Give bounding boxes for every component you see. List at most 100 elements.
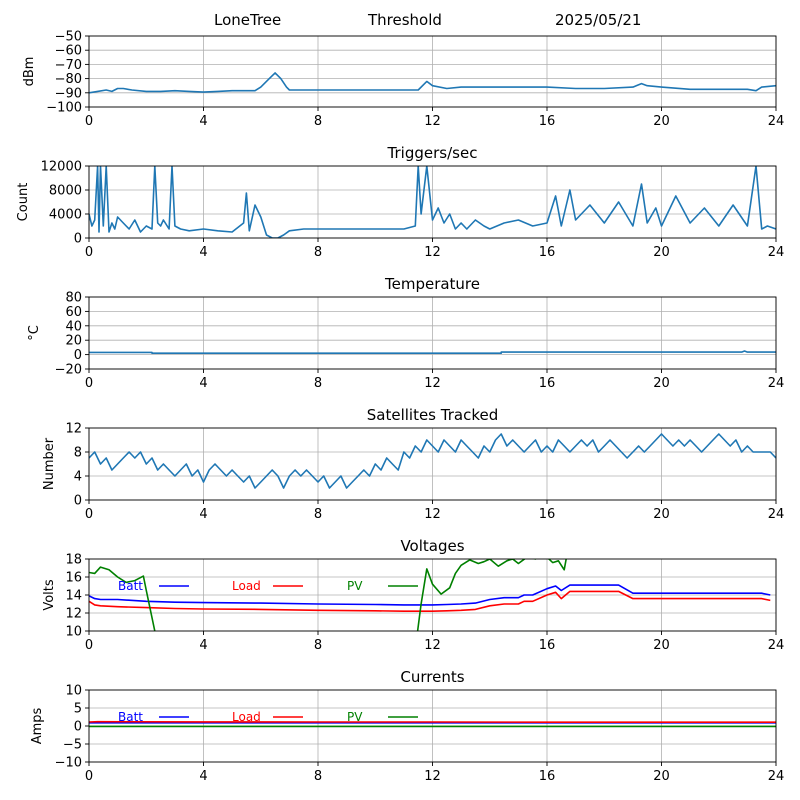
voltages-chart: Batt Load PV 0 4 8 12 16 20 24 10 12 14 16 18 Voltages V… [42,537,784,653]
voltages-title: Voltages [400,537,464,555]
y-tick-label: 20 [65,334,82,349]
legend-label-batt: Batt [118,710,143,724]
temperature-series-line [89,350,776,354]
x-tick-label: 4 [199,376,207,391]
x-tick-label: 20 [653,769,670,784]
y-tick-label: 80 [65,291,82,306]
x-tick-label: 20 [653,245,670,260]
y-tick-label: 16 [65,571,82,586]
temperature-ylabel: °C [27,325,42,341]
currents-title: Currents [400,668,464,686]
y-tick-label: 40 [65,319,82,334]
y-tick-label: −50 [55,30,82,45]
legend-label-batt: Batt [118,579,143,593]
y-tick-label: 4 [74,470,82,485]
y-tick-label: 10 [65,684,82,699]
legend-label-load: Load [232,579,261,593]
triggers-sec-series-line [89,166,776,238]
x-tick-label: 20 [653,638,670,653]
x-tick-label: 0 [85,245,93,260]
page-header: LoneTree Threshold 2025/05/21 [0,0,800,36]
y-tick-label: −90 [55,86,82,101]
y-tick-label: 18 [65,553,82,568]
x-tick-label: 24 [768,769,785,784]
y-tick-label: −5 [63,738,82,753]
y-tick-label: −80 [55,72,82,87]
y-tick-label: 8000 [49,184,82,199]
temperature-title: Temperature [384,275,480,293]
y-tick-label: 0 [74,494,82,509]
x-tick-label: 12 [424,769,441,784]
x-tick-label: 16 [539,638,556,653]
chart-1-ylabel: dBm [22,57,37,87]
y-tick-label: −10 [55,756,82,771]
threshold-label: Threshold [368,11,442,29]
y-tick-label: 14 [65,589,82,604]
x-tick-label: 8 [314,245,322,260]
x-tick-label: 4 [199,507,207,522]
x-tick-label: 4 [199,245,207,260]
load-series-line [89,720,776,723]
y-tick-label: −100 [46,101,82,116]
triggers-sec-chart: 0 4 8 12 16 20 24 0 4000 8000 12000 Triggers/sec Cou… [16,144,784,260]
triggers-sec-title: Triggers/sec [387,144,478,162]
y-tick-label: 8 [74,446,82,461]
date-label: 2025/05/21 [555,11,642,29]
y-tick-label: 0 [74,720,82,735]
x-tick-label: 8 [314,507,322,522]
voltages-ylabel: Volts [42,579,57,611]
satellites-tracked-ylabel: Number [42,437,57,490]
triggers-sec-ylabel: Count [16,183,31,222]
y-tick-label: 0 [74,232,82,247]
x-tick-label: 24 [768,245,785,260]
x-tick-label: 24 [768,507,785,522]
y-tick-label: 10 [65,625,82,640]
y-tick-label: 12000 [41,160,82,175]
x-tick-label: 0 [85,769,93,784]
pv-series-line [89,559,567,631]
satellites-tracked-series-line [89,433,776,489]
legend-label-pv: PV [347,710,363,724]
y-tick-label: −70 [55,58,82,73]
x-tick-label: 16 [539,507,556,522]
y-tick-label: 4000 [49,208,82,223]
x-tick-label: 0 [85,507,93,522]
y-tick-label: 60 [65,305,82,320]
station-name: LoneTree [214,11,282,29]
chart-1-chart: 0 4 8 12 16 20 24 −100−90−80−70−60−50 dBm [22,30,784,130]
y-tick-label: 12 [65,422,82,437]
chart-1-series-line [89,72,776,94]
x-tick-label: 0 [85,114,93,129]
y-tick-label: 12 [65,607,82,622]
x-tick-label: 16 [539,114,556,129]
x-tick-label: 4 [199,114,207,129]
x-tick-label: 8 [314,769,322,784]
x-tick-label: 12 [424,638,441,653]
currents-chart: Batt Load PV 0 4 8 12 16 20 24 −10 −5 0 5 10 Currents Am… [30,668,784,784]
x-tick-label: 8 [314,376,322,391]
load-series-line [89,590,771,612]
x-tick-label: 4 [199,769,207,784]
batt-series-line [89,584,771,606]
x-tick-label: 20 [653,114,670,129]
satellites-tracked-title: Satellites Tracked [367,406,498,424]
y-tick-label: −60 [55,44,82,59]
x-tick-label: 0 [85,638,93,653]
x-tick-label: 24 [768,638,785,653]
y-tick-label: 5 [74,702,82,717]
x-tick-label: 16 [539,769,556,784]
x-tick-label: 12 [424,376,441,391]
legend-label-pv: PV [347,579,363,593]
x-tick-label: 12 [424,114,441,129]
satellites-tracked-chart: 0 4 8 12 16 20 24 0 4 8 12 Satellites Tracked Number [42,406,784,522]
x-tick-label: 20 [653,376,670,391]
x-tick-label: 16 [539,245,556,260]
currents-ylabel: Amps [30,707,45,744]
x-tick-label: 0 [85,376,93,391]
x-tick-label: 8 [314,638,322,653]
x-tick-label: 24 [768,114,785,129]
x-tick-label: 20 [653,507,670,522]
x-tick-label: 8 [314,114,322,129]
